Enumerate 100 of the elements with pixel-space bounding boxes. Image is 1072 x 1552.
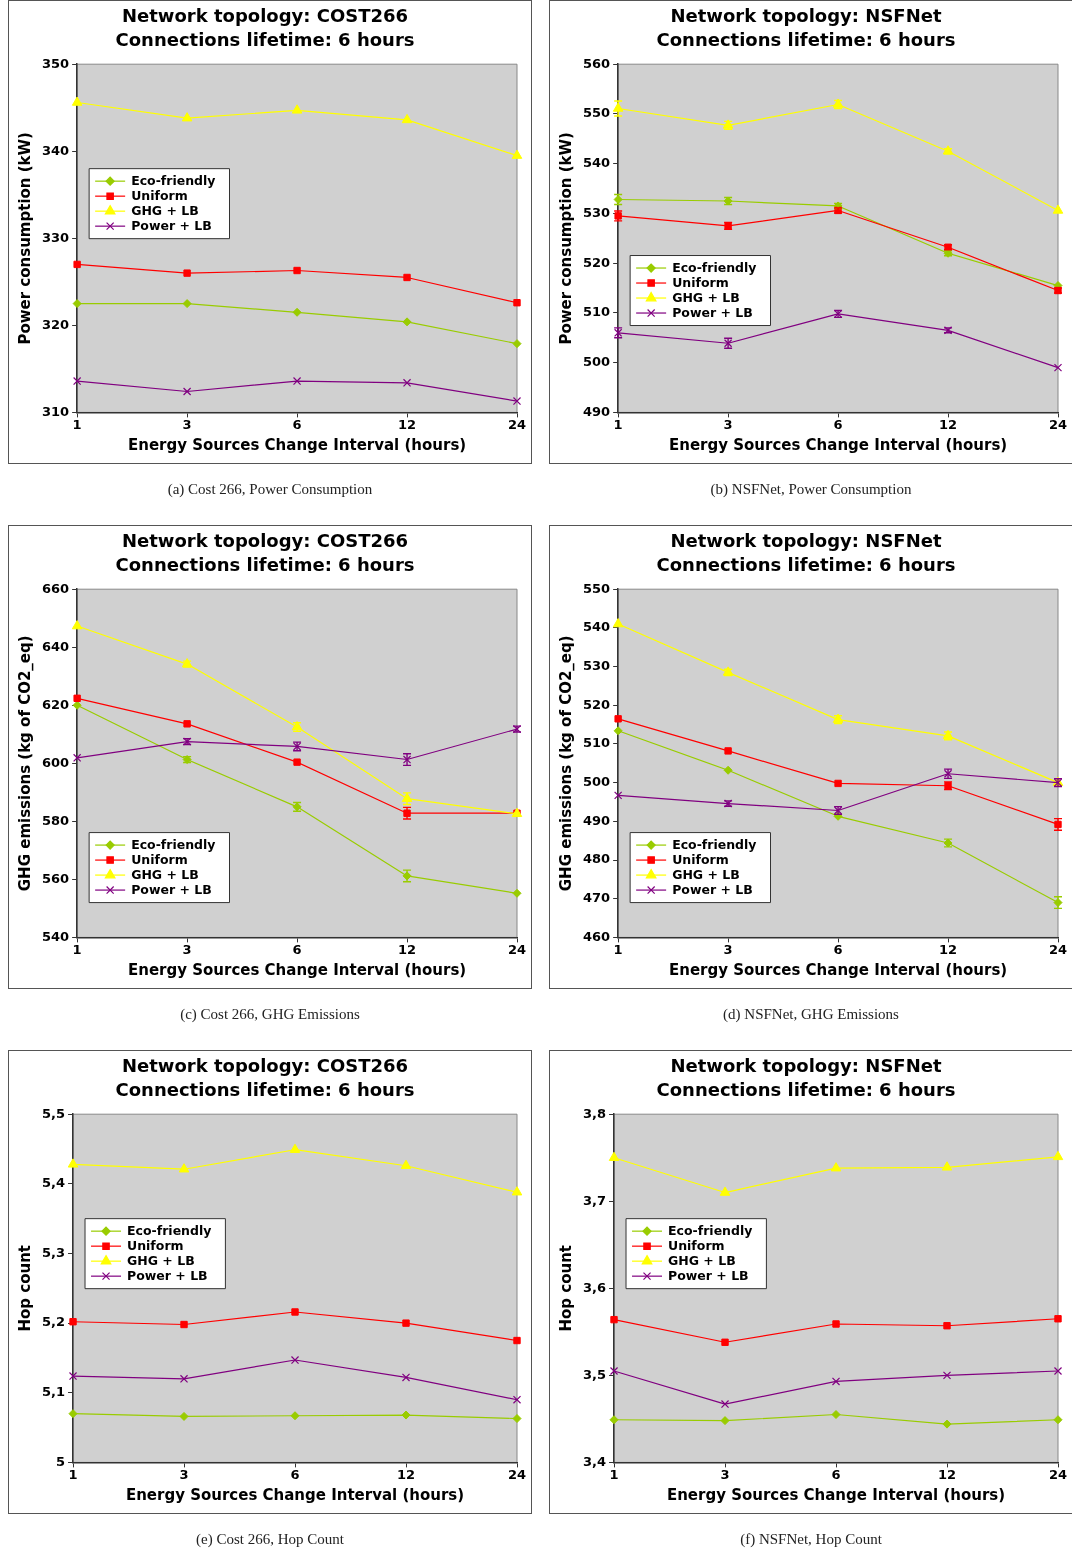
y-tick-label: 480 [583, 851, 611, 867]
y-tick-label: 3,8 [583, 1105, 607, 1121]
chart-title: Network topology: COST266 [121, 5, 409, 27]
legend-label: Eco-friendly [672, 837, 757, 853]
x-tick-label: 12 [938, 416, 958, 432]
legend-label: Uniform [131, 852, 188, 868]
legend-label: GHG + LB [672, 290, 740, 306]
legend-label: GHG + LB [131, 867, 199, 883]
x-tick-label: 1 [609, 1466, 619, 1482]
x-axis-title: Energy Sources Change Interval (hours) [666, 1485, 1006, 1504]
y-tick-label: 520 [583, 254, 611, 270]
chart-subtitle: Connections lifetime: 6 hours [656, 29, 956, 51]
chart-subtitle: Connections lifetime: 6 hours [656, 1079, 956, 1101]
x-tick-label: 3 [723, 941, 733, 957]
y-tick-label: 350 [42, 55, 70, 71]
y-tick-label: 320 [42, 316, 70, 332]
text: (a) Cost 266, Power Consumption [166, 481, 374, 498]
x-tick-label: 24 [1048, 416, 1068, 432]
y-tick-label: 540 [583, 155, 611, 171]
x-tick-label: 24 [507, 416, 527, 432]
legend-label: GHG + LB [672, 867, 740, 883]
y-tick-label: 3,5 [583, 1366, 607, 1382]
text: (c) Cost 266, GHG Emissions [179, 1006, 361, 1023]
y-tick-label: 470 [583, 890, 611, 906]
y-tick-label: 5,2 [42, 1314, 66, 1330]
x-tick-label: 3 [723, 416, 733, 432]
legend-label: Uniform [672, 275, 729, 291]
legend-label: Eco-friendly [672, 260, 757, 276]
x-tick-label: 6 [292, 941, 302, 957]
text: (b) NSFNet, Power Consumption [709, 481, 913, 498]
chart-subtitle: Connections lifetime: 6 hours [115, 1079, 415, 1101]
y-tick-label: 540 [42, 928, 70, 944]
x-axis-title: Energy Sources Change Interval (hours) [125, 1485, 465, 1504]
x-tick-label: 1 [613, 416, 623, 432]
legend-label: GHG + LB [668, 1253, 736, 1269]
legend-label: Power + LB [131, 882, 212, 898]
y-tick-label: 600 [42, 754, 70, 770]
y-tick-label: 530 [583, 657, 611, 673]
x-tick-label: 6 [833, 941, 843, 957]
text: (e) Cost 266, Hop Count [195, 1531, 345, 1548]
y-tick-label: 530 [583, 204, 611, 220]
legend-label: Power + LB [672, 305, 753, 321]
x-axis-title: Energy Sources Change Interval (hours) [127, 960, 467, 979]
chart-title: Network topology: COST266 [121, 530, 409, 552]
legend-label: Eco-friendly [668, 1223, 753, 1239]
y-tick-label: 340 [42, 142, 70, 158]
legend-label: GHG + LB [131, 203, 199, 219]
legend-label: Uniform [127, 1238, 184, 1254]
y-tick-label: 330 [42, 229, 70, 245]
legend-label: Uniform [672, 852, 729, 868]
legend-label: Uniform [668, 1238, 725, 1254]
chart-title: Network topology: COST266 [121, 1055, 409, 1077]
chart-subtitle: Connections lifetime: 6 hours [656, 554, 956, 576]
y-tick-label: 640 [42, 638, 70, 654]
chart-title: Network topology: NSFNet [670, 530, 942, 552]
y-tick-label: 5,1 [42, 1384, 66, 1400]
legend-label: Eco-friendly [131, 837, 216, 853]
chart-title: Network topology: NSFNet [670, 1055, 942, 1077]
y-tick-label: 550 [583, 105, 611, 121]
x-tick-label: 6 [292, 416, 302, 432]
x-tick-label: 24 [507, 941, 527, 957]
y-tick-label: 520 [583, 696, 611, 712]
x-axis-title: Energy Sources Change Interval (hours) [668, 960, 1008, 979]
legend-label: Power + LB [672, 882, 753, 898]
x-tick-label: 6 [290, 1466, 300, 1482]
y-tick-label: 550 [583, 580, 611, 596]
x-tick-label: 24 [1048, 1466, 1068, 1482]
legend-label: Power + LB [127, 1268, 208, 1284]
x-tick-label: 12 [397, 941, 417, 957]
x-tick-label: 6 [833, 416, 843, 432]
y-axis-title: Hop count [556, 1245, 575, 1332]
y-tick-label: 660 [42, 580, 70, 596]
x-tick-label: 3 [179, 1466, 189, 1482]
x-tick-label: 24 [507, 1466, 527, 1482]
y-tick-label: 5,4 [42, 1175, 66, 1191]
legend-label: Eco-friendly [131, 173, 216, 189]
y-tick-label: 560 [42, 870, 70, 886]
y-tick-label: 580 [42, 812, 70, 828]
y-axis-title: GHG emissions (kg of CO2_eq) [15, 635, 34, 892]
text: (f) NSFNet, Hop Count [739, 1531, 883, 1548]
x-tick-label: 24 [1048, 941, 1068, 957]
y-tick-label: 510 [583, 304, 611, 320]
y-tick-label: 540 [583, 619, 611, 635]
y-tick-label: 5,5 [42, 1105, 66, 1121]
legend-label: Power + LB [131, 218, 212, 234]
x-tick-label: 12 [937, 1466, 957, 1482]
y-tick-label: 460 [583, 928, 611, 944]
y-tick-label: 3,4 [583, 1453, 607, 1469]
legend-label: GHG + LB [127, 1253, 195, 1269]
y-tick-label: 500 [583, 774, 611, 790]
x-tick-label: 12 [396, 1466, 416, 1482]
y-tick-label: 310 [42, 403, 70, 419]
y-tick-label: 5,3 [42, 1244, 66, 1260]
x-axis-title: Energy Sources Change Interval (hours) [127, 435, 467, 454]
y-axis-title: GHG emissions (kg of CO2_eq) [556, 635, 575, 892]
chart-title: Network topology: NSFNet [670, 5, 942, 27]
chart-subtitle: Connections lifetime: 6 hours [115, 554, 415, 576]
x-tick-label: 6 [831, 1466, 841, 1482]
legend-label: Eco-friendly [127, 1223, 212, 1239]
x-axis-title: Energy Sources Change Interval (hours) [668, 435, 1008, 454]
